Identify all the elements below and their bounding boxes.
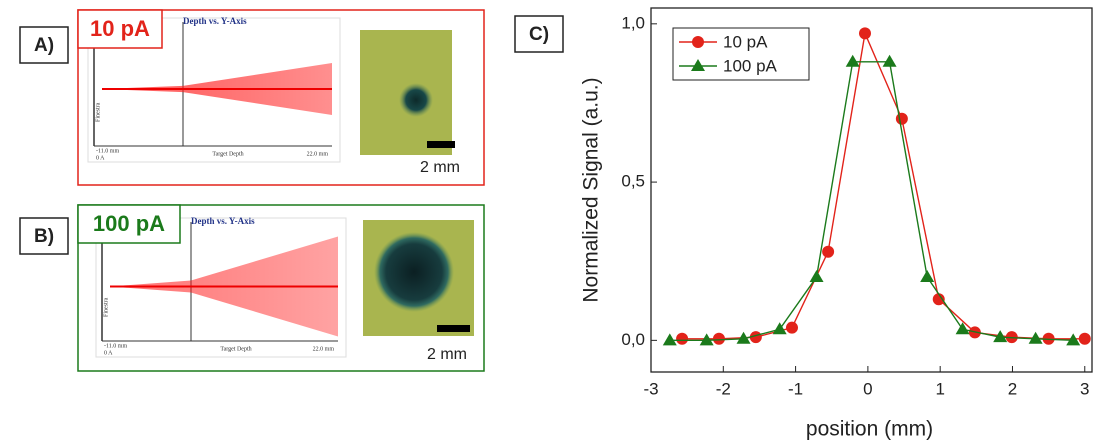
- legend-label: 100 pA: [723, 56, 778, 75]
- scale-label: 2 mm: [427, 346, 467, 363]
- marker: [691, 59, 705, 71]
- y-tick-label: 0,0: [621, 330, 645, 349]
- marker: [699, 333, 714, 346]
- plot-frame: [650, 7, 1093, 373]
- panel-frame: [77, 204, 485, 372]
- marker: [1028, 331, 1043, 344]
- marker: [785, 321, 798, 334]
- panel-label: C): [529, 24, 549, 45]
- marker: [662, 333, 677, 346]
- marker: [809, 270, 824, 283]
- marker: [932, 293, 945, 306]
- x-tick-label: -3: [643, 379, 658, 398]
- marker: [822, 245, 835, 258]
- plot-side: Finestra: [103, 297, 109, 317]
- panel-frame: [77, 9, 485, 186]
- beam-spot: [399, 83, 433, 117]
- x-tick-label: -1: [788, 379, 803, 398]
- panel-label-box: [19, 26, 69, 64]
- current-tag: [77, 9, 163, 49]
- plot-side: Finestra: [95, 102, 101, 122]
- current-label: 10 pA: [90, 16, 150, 41]
- plot-left: -11.0 mm: [104, 343, 127, 349]
- scale-bar: [437, 325, 470, 332]
- beam-spot: [374, 232, 454, 312]
- series-line: [669, 61, 1074, 342]
- y-tick-label: 0,5: [621, 172, 645, 191]
- panel-label: B): [34, 226, 54, 247]
- marker: [692, 36, 704, 48]
- y-tick-label: 1,0: [621, 13, 645, 32]
- scale-bar: [427, 141, 455, 148]
- marker: [955, 322, 970, 335]
- marker: [882, 54, 897, 67]
- marker: [1066, 333, 1081, 346]
- x-axis-label: position (mm): [806, 418, 933, 441]
- plot-xlabel: Target Depth: [212, 151, 243, 157]
- marker: [676, 332, 689, 345]
- marker: [858, 27, 871, 40]
- plot-right: 22.0 mm: [313, 346, 335, 352]
- plot-left: -11.0 mm: [96, 148, 119, 154]
- plot-origin: 0 A: [104, 350, 113, 356]
- x-tick-label: -2: [716, 379, 731, 398]
- chart: C) -3 -2 -1 0 1 2 3 0,0 0,5 1,0 position (mm) Normal…: [514, 7, 1093, 441]
- x-tick-label: 3: [1080, 379, 1089, 398]
- panel-label-box: [514, 15, 564, 53]
- panel-label-box: [19, 217, 69, 255]
- current-label: 100 pA: [93, 211, 165, 236]
- x-tick-label: 1: [935, 379, 944, 398]
- y-axis-label: Normalized Signal (a.u.): [580, 77, 603, 302]
- plot-xlabel: Target Depth: [220, 346, 251, 352]
- x-tick-label: 2: [1008, 379, 1017, 398]
- plot-title: Depth vs. Y-Axis: [191, 216, 255, 226]
- plot-title: Depth vs. Y-Axis: [183, 16, 247, 26]
- marker: [736, 331, 751, 344]
- marker: [845, 54, 860, 67]
- x-tick-label: 0: [863, 379, 872, 398]
- marker: [920, 270, 935, 283]
- marker: [712, 332, 725, 345]
- marker: [1078, 332, 1091, 345]
- marker: [772, 322, 787, 335]
- plot-right: 22.0 mm: [307, 151, 329, 157]
- marker: [993, 330, 1008, 343]
- scale-label: 2 mm: [420, 159, 460, 176]
- current-tag: [77, 204, 181, 244]
- legend-label: 10 pA: [723, 32, 768, 51]
- panel-label: A): [34, 35, 54, 56]
- marker: [895, 112, 908, 125]
- plot-origin: 0 A: [96, 155, 105, 161]
